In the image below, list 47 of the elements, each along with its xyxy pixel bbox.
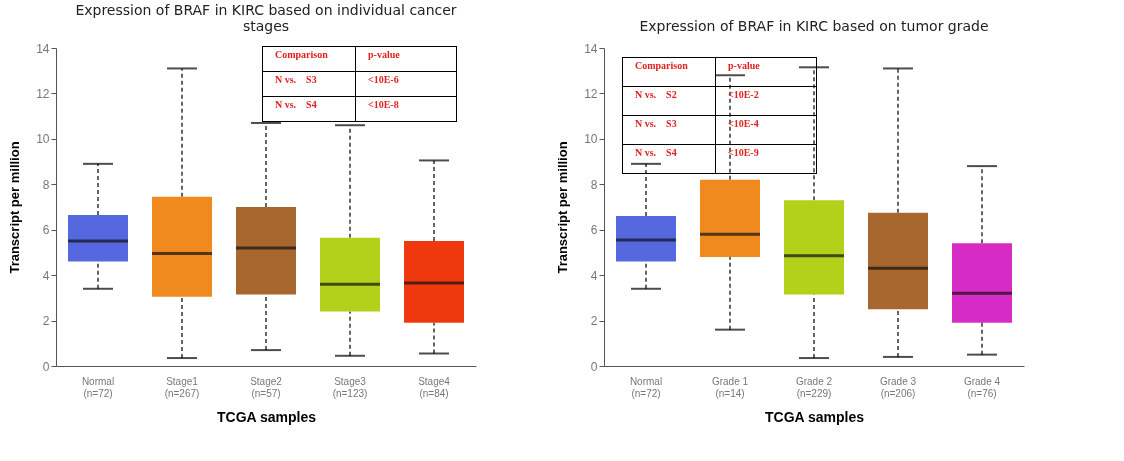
- y-tick-label: 12: [36, 86, 50, 101]
- y-axis-title: Transcript per million: [7, 141, 23, 274]
- y-tick-label: 12: [584, 86, 598, 101]
- x-tick-label: Grade 2 (n=229): [795, 375, 833, 399]
- y-tick-label: 8: [590, 177, 598, 192]
- y-tick-label: 14: [36, 41, 50, 56]
- x-tick-label: Grade 1 (n=14): [711, 375, 749, 399]
- y-tick-label: 2: [42, 314, 50, 329]
- annotation: <10E-6: [355, 71, 457, 97]
- annotation: Comparison: [622, 57, 716, 87]
- text: Expression of BRAF in KIRC based on individual cancer: [75, 2, 457, 18]
- x-tick-label: Grade 3 (n=206): [879, 375, 917, 399]
- y-tick-label: 6: [42, 223, 50, 238]
- text: stages: [242, 18, 290, 34]
- annotation: <10E-8: [355, 96, 457, 122]
- annotation: N vs. S4: [622, 144, 716, 174]
- y-tick-label: 14: [584, 41, 598, 56]
- y-tick-label: 4: [42, 268, 50, 283]
- y-tick-label: 0: [590, 359, 598, 374]
- annotation: N vs. S4: [262, 96, 356, 122]
- y-tick-label: 0: [42, 359, 50, 374]
- y-tick-label: 2: [590, 314, 598, 329]
- x-tick-label: Stage1 (n=267): [164, 375, 200, 399]
- y-tick-label: 10: [584, 132, 598, 147]
- x-axis-title: TCGA samples: [216, 408, 317, 425]
- annotation: <10E-9: [715, 144, 817, 174]
- x-tick-label: Normal (n=72): [629, 375, 663, 399]
- y-axis-title: Transcript per million: [555, 141, 571, 274]
- chart-title: Expression of BRAF in KIRC based on tumor grade: [639, 18, 989, 34]
- annotation: <10E-2: [715, 86, 817, 116]
- y-tick-label: 8: [42, 177, 50, 192]
- x-tick-label: Stage2 (n=57): [250, 375, 283, 399]
- annotation: Comparison: [262, 46, 356, 72]
- x-axis-title: TCGA samples: [764, 408, 865, 425]
- y-tick-label: 10: [36, 132, 50, 147]
- annotation: <10E-4: [715, 115, 817, 145]
- x-tick-label: Stage3 (n=123): [332, 375, 368, 399]
- y-tick-label: 4: [590, 268, 598, 283]
- x-tick-label: Grade 4 (n=76): [963, 375, 1001, 399]
- annotation: N vs. S3: [262, 71, 356, 97]
- x-tick-label: Normal (n=72): [81, 375, 115, 399]
- y-tick-label: 6: [590, 223, 598, 238]
- annotation: p-value: [355, 46, 457, 72]
- annotation: p-value: [715, 57, 817, 87]
- annotation: N vs. S3: [622, 115, 716, 145]
- x-tick-label: Stage4 (n=84): [418, 375, 451, 399]
- annotation: N vs. S2: [622, 86, 716, 116]
